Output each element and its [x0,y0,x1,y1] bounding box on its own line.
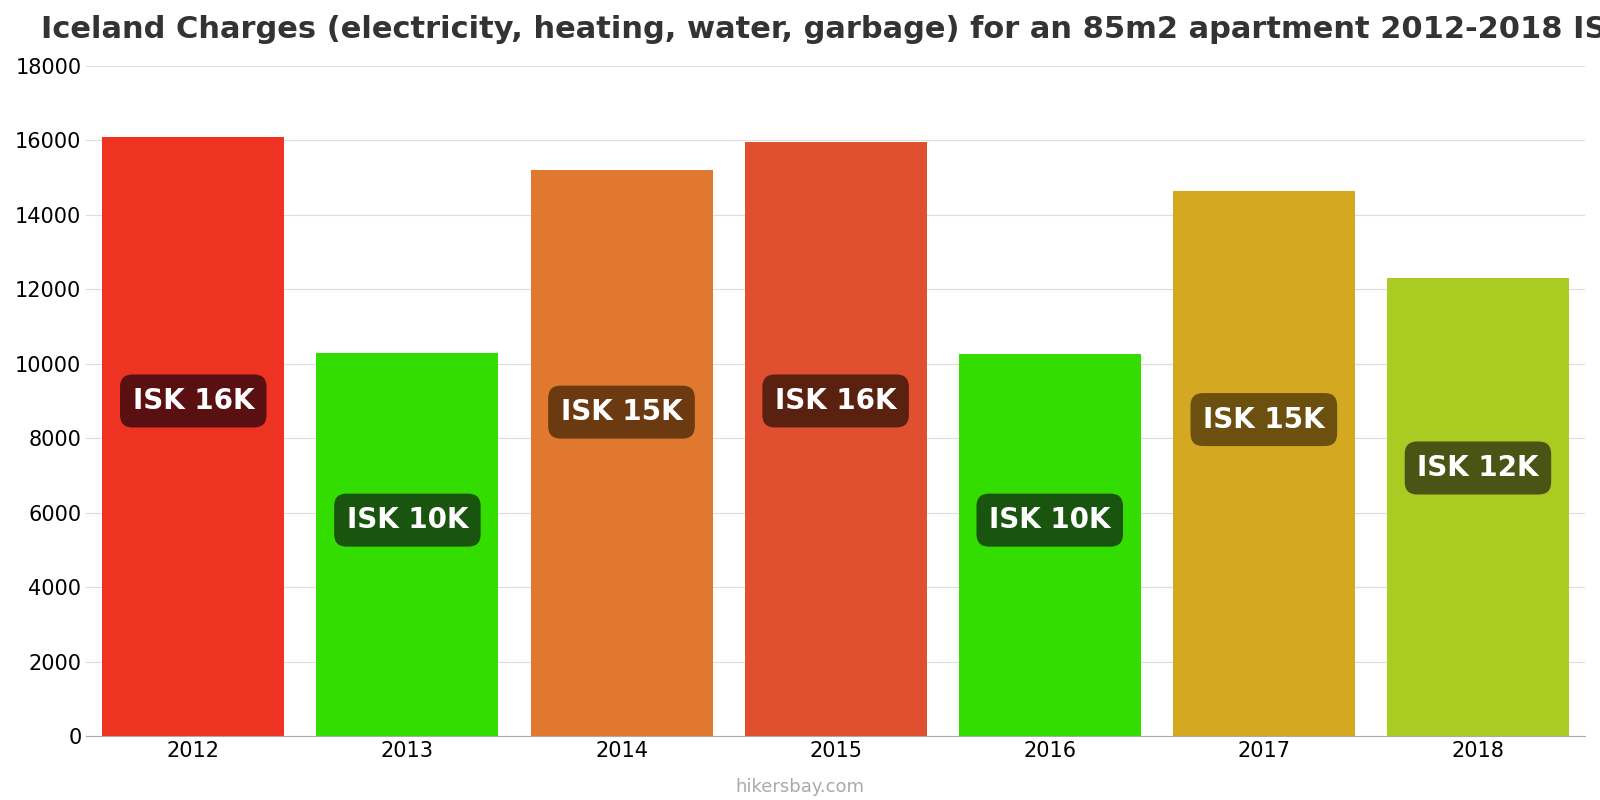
Title: Iceland Charges (electricity, heating, water, garbage) for an 85m2 apartment 201: Iceland Charges (electricity, heating, w… [42,15,1600,44]
Text: ISK 10K: ISK 10K [989,506,1110,534]
Text: ISK 16K: ISK 16K [774,387,896,415]
Text: ISK 12K: ISK 12K [1418,454,1539,482]
Bar [1173,190,1355,736]
Text: ISK 10K: ISK 10K [347,506,469,534]
Bar [531,170,712,736]
Text: ISK 16K: ISK 16K [133,387,254,415]
Bar [958,354,1141,736]
Text: ISK 15K: ISK 15K [560,398,682,426]
Bar [317,353,498,736]
Bar [1387,278,1570,736]
Bar [102,137,285,736]
Bar [744,142,926,736]
Text: hikersbay.com: hikersbay.com [736,778,864,796]
Text: ISK 15K: ISK 15K [1203,406,1325,434]
